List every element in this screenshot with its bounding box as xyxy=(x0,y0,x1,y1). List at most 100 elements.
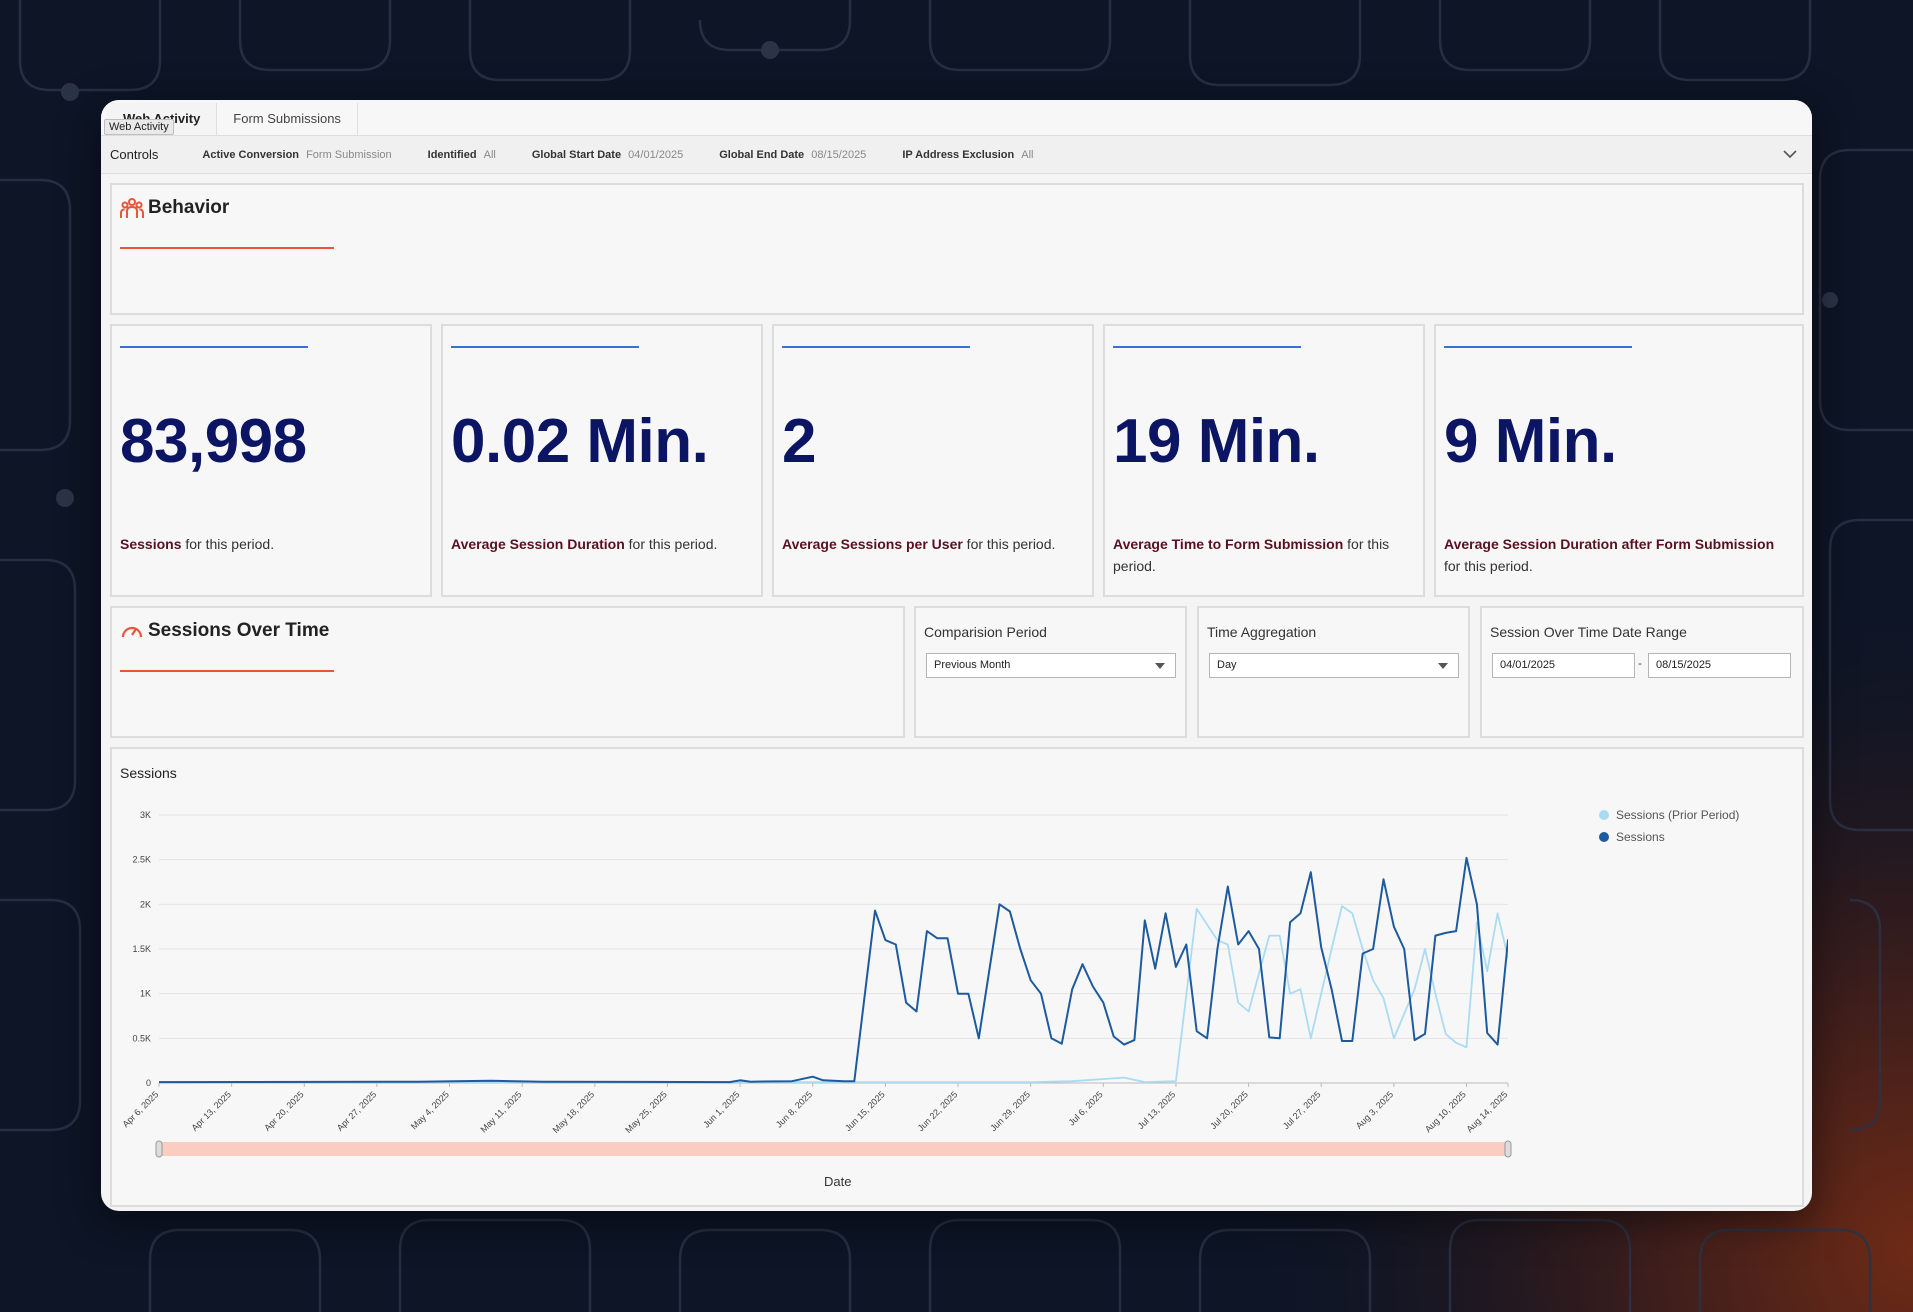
kpi-metric-name: Average Session Duration after Form Subm… xyxy=(1444,536,1775,552)
sessions-over-time-title: Sessions Over Time xyxy=(120,620,329,642)
kpi-metric-name: Average Session Duration xyxy=(451,536,625,552)
kpi-accent-line xyxy=(1113,346,1301,348)
x-tick-label: May 18, 2025 xyxy=(551,1089,597,1135)
chart-title: Sessions xyxy=(120,765,177,781)
comparison-period-label: Comparision Period xyxy=(924,624,1047,640)
chevron-down-icon[interactable] xyxy=(1780,144,1800,164)
x-tick-label: May 11, 2025 xyxy=(478,1089,523,1134)
kpi-suffix: for this period. xyxy=(624,536,718,552)
filter-ip-address-exclusion[interactable]: IP Address Exclusion All xyxy=(902,149,1033,161)
controls-bar: Controls Active Conversion Form Submissi… xyxy=(101,136,1812,174)
legend-label: Sessions xyxy=(1616,830,1665,844)
behavior-title: Behavior xyxy=(120,197,229,219)
y-tick-label: 1.5K xyxy=(132,944,151,954)
filter-value: Form Submission xyxy=(306,148,392,161)
kpi-card-avg-session-duration: 0.02 Min. Average Session Duration for t… xyxy=(441,324,763,597)
kpi-description: Sessions for this period. xyxy=(120,533,420,555)
filter-label: IP Address Exclusion xyxy=(902,148,1015,161)
speedometer-icon xyxy=(121,626,143,638)
filter-label: Global End Date xyxy=(719,148,805,161)
time-aggregation-label: Time Aggregation xyxy=(1207,624,1317,640)
x-tick-label: Aug 10, 2025 xyxy=(1423,1089,1468,1134)
title-underline xyxy=(120,670,334,672)
kpi-value: 9 Min. xyxy=(1444,407,1617,476)
kpi-card-avg-time-to-form-submission: 19 Min. Average Time to Form Submission … xyxy=(1103,324,1425,597)
kpi-description: Average Session Duration after Form Subm… xyxy=(1444,533,1792,577)
range-slider-handle-right xyxy=(1504,1140,1512,1158)
legend-label: Sessions (Prior Period) xyxy=(1616,808,1740,822)
chart-legend: Sessions (Prior Period) Sessions xyxy=(1599,804,1739,848)
kpi-accent-line xyxy=(782,346,970,348)
series-line-sessions xyxy=(159,856,1508,1084)
kpi-suffix: for this period. xyxy=(962,536,1056,552)
caret-down-icon xyxy=(1438,663,1448,669)
sessions-over-time-title-text: Sessions Over Time xyxy=(148,620,330,641)
x-tick-label: Apr 6, 2025 xyxy=(120,1089,160,1129)
behavior-title-text: Behavior xyxy=(148,197,230,218)
x-tick-label: Jun 22, 2025 xyxy=(916,1089,960,1133)
filter-global-start-date[interactable]: Global Start Date 04/01/2025 xyxy=(532,149,683,161)
sessions-line-chart: 0 0.5K 1K 1.5K 2K 2.5K 3K Apr 6, 2025 Apr 13, 20… xyxy=(120,810,1512,1158)
x-tick-label: Jul 20, 2025 xyxy=(1208,1089,1250,1131)
date-range-card: Session Over Time Date Range 04/01/2025 … xyxy=(1480,606,1804,738)
x-tick-label: May 25, 2025 xyxy=(623,1089,669,1135)
controls-title[interactable]: Controls xyxy=(110,147,159,162)
x-tick-label: May 4, 2025 xyxy=(409,1089,451,1131)
legend-dot xyxy=(1599,832,1609,842)
kpi-accent-line xyxy=(1444,346,1632,348)
kpi-value: 83,998 xyxy=(120,407,307,476)
filter-value: 04/01/2025 xyxy=(628,148,684,161)
kpi-value: 2 xyxy=(782,407,816,476)
tab-form-submissions[interactable]: Form Submissions xyxy=(217,103,358,135)
kpi-accent-line xyxy=(120,346,308,348)
x-tick-label: Jun 8, 2025 xyxy=(774,1089,814,1129)
filter-value: All xyxy=(1021,148,1034,161)
y-tick-label: 0 xyxy=(146,1078,151,1088)
kpi-description: Average Session Duration for this period… xyxy=(451,533,751,555)
kpi-description: Average Time to Form Submission for this… xyxy=(1113,533,1413,577)
kpi-card-sessions: 83,998 Sessions for this period. xyxy=(110,324,432,597)
kpi-suffix: for this period. xyxy=(1444,558,1533,574)
y-tick-label: 3K xyxy=(140,810,151,820)
filter-value: All xyxy=(483,148,496,161)
kpi-metric-name: Average Sessions per User xyxy=(782,536,963,552)
legend-item-sessions[interactable]: Sessions xyxy=(1599,826,1739,848)
legend-item-prior[interactable]: Sessions (Prior Period) xyxy=(1599,804,1739,826)
kpi-metric-name: Average Time to Form Submission xyxy=(1113,536,1344,552)
select-value: Previous Month xyxy=(934,659,1011,671)
x-tick-label: Apr 20, 2025 xyxy=(262,1089,306,1133)
kpi-suffix: for this period. xyxy=(181,536,275,552)
filter-label: Global Start Date xyxy=(531,148,622,161)
legend-dot xyxy=(1599,810,1609,820)
end-date-input[interactable]: 08/15/2025 xyxy=(1648,653,1791,678)
filter-value: 08/15/2025 xyxy=(811,148,867,161)
x-tick-label: Jun 1, 2025 xyxy=(701,1089,741,1129)
range-slider-handle-left xyxy=(155,1140,163,1158)
x-tick-label: Jul 6, 2025 xyxy=(1066,1089,1104,1127)
title-underline xyxy=(120,247,334,249)
app-window: Web Activity Form Submissions Web Activi… xyxy=(101,100,1812,1211)
date-separator: - xyxy=(1638,656,1642,670)
tab-tooltip: Web Activity xyxy=(104,119,174,135)
time-aggregation-select[interactable]: Day xyxy=(1209,653,1459,678)
caret-down-icon xyxy=(1155,663,1165,669)
tab-bar: Web Activity Form Submissions Web Activi… xyxy=(101,100,1812,136)
start-date-input[interactable]: 04/01/2025 xyxy=(1492,653,1635,678)
date-range-label: Session Over Time Date Range xyxy=(1490,624,1687,640)
comparison-period-select[interactable]: Previous Month xyxy=(926,653,1176,678)
range-slider-track xyxy=(159,1142,1508,1156)
kpi-suffix: for this period. xyxy=(1113,536,1390,574)
filter-label: Active Conversion xyxy=(202,148,300,161)
y-tick-label: 2.5K xyxy=(132,855,151,865)
x-tick-label: Jul 13, 2025 xyxy=(1136,1089,1178,1131)
x-tick-label: Jun 15, 2025 xyxy=(843,1089,887,1133)
x-tick-label: Aug 14, 2025 xyxy=(1464,1089,1509,1134)
sessions-over-time-header-card: Sessions Over Time xyxy=(110,606,905,738)
filter-active-conversion[interactable]: Active Conversion Form Submission xyxy=(202,149,391,161)
kpi-metric-name: Sessions xyxy=(120,536,182,552)
time-aggregation-card: Time Aggregation Day xyxy=(1197,606,1470,738)
filter-global-end-date[interactable]: Global End Date 08/15/2025 xyxy=(719,149,866,161)
x-tick-label: Jun 29, 2025 xyxy=(988,1089,1032,1133)
kpi-card-session-duration-after-form: 9 Min. Average Session Duration after Fo… xyxy=(1434,324,1804,597)
filter-identified[interactable]: Identified All xyxy=(428,149,496,161)
